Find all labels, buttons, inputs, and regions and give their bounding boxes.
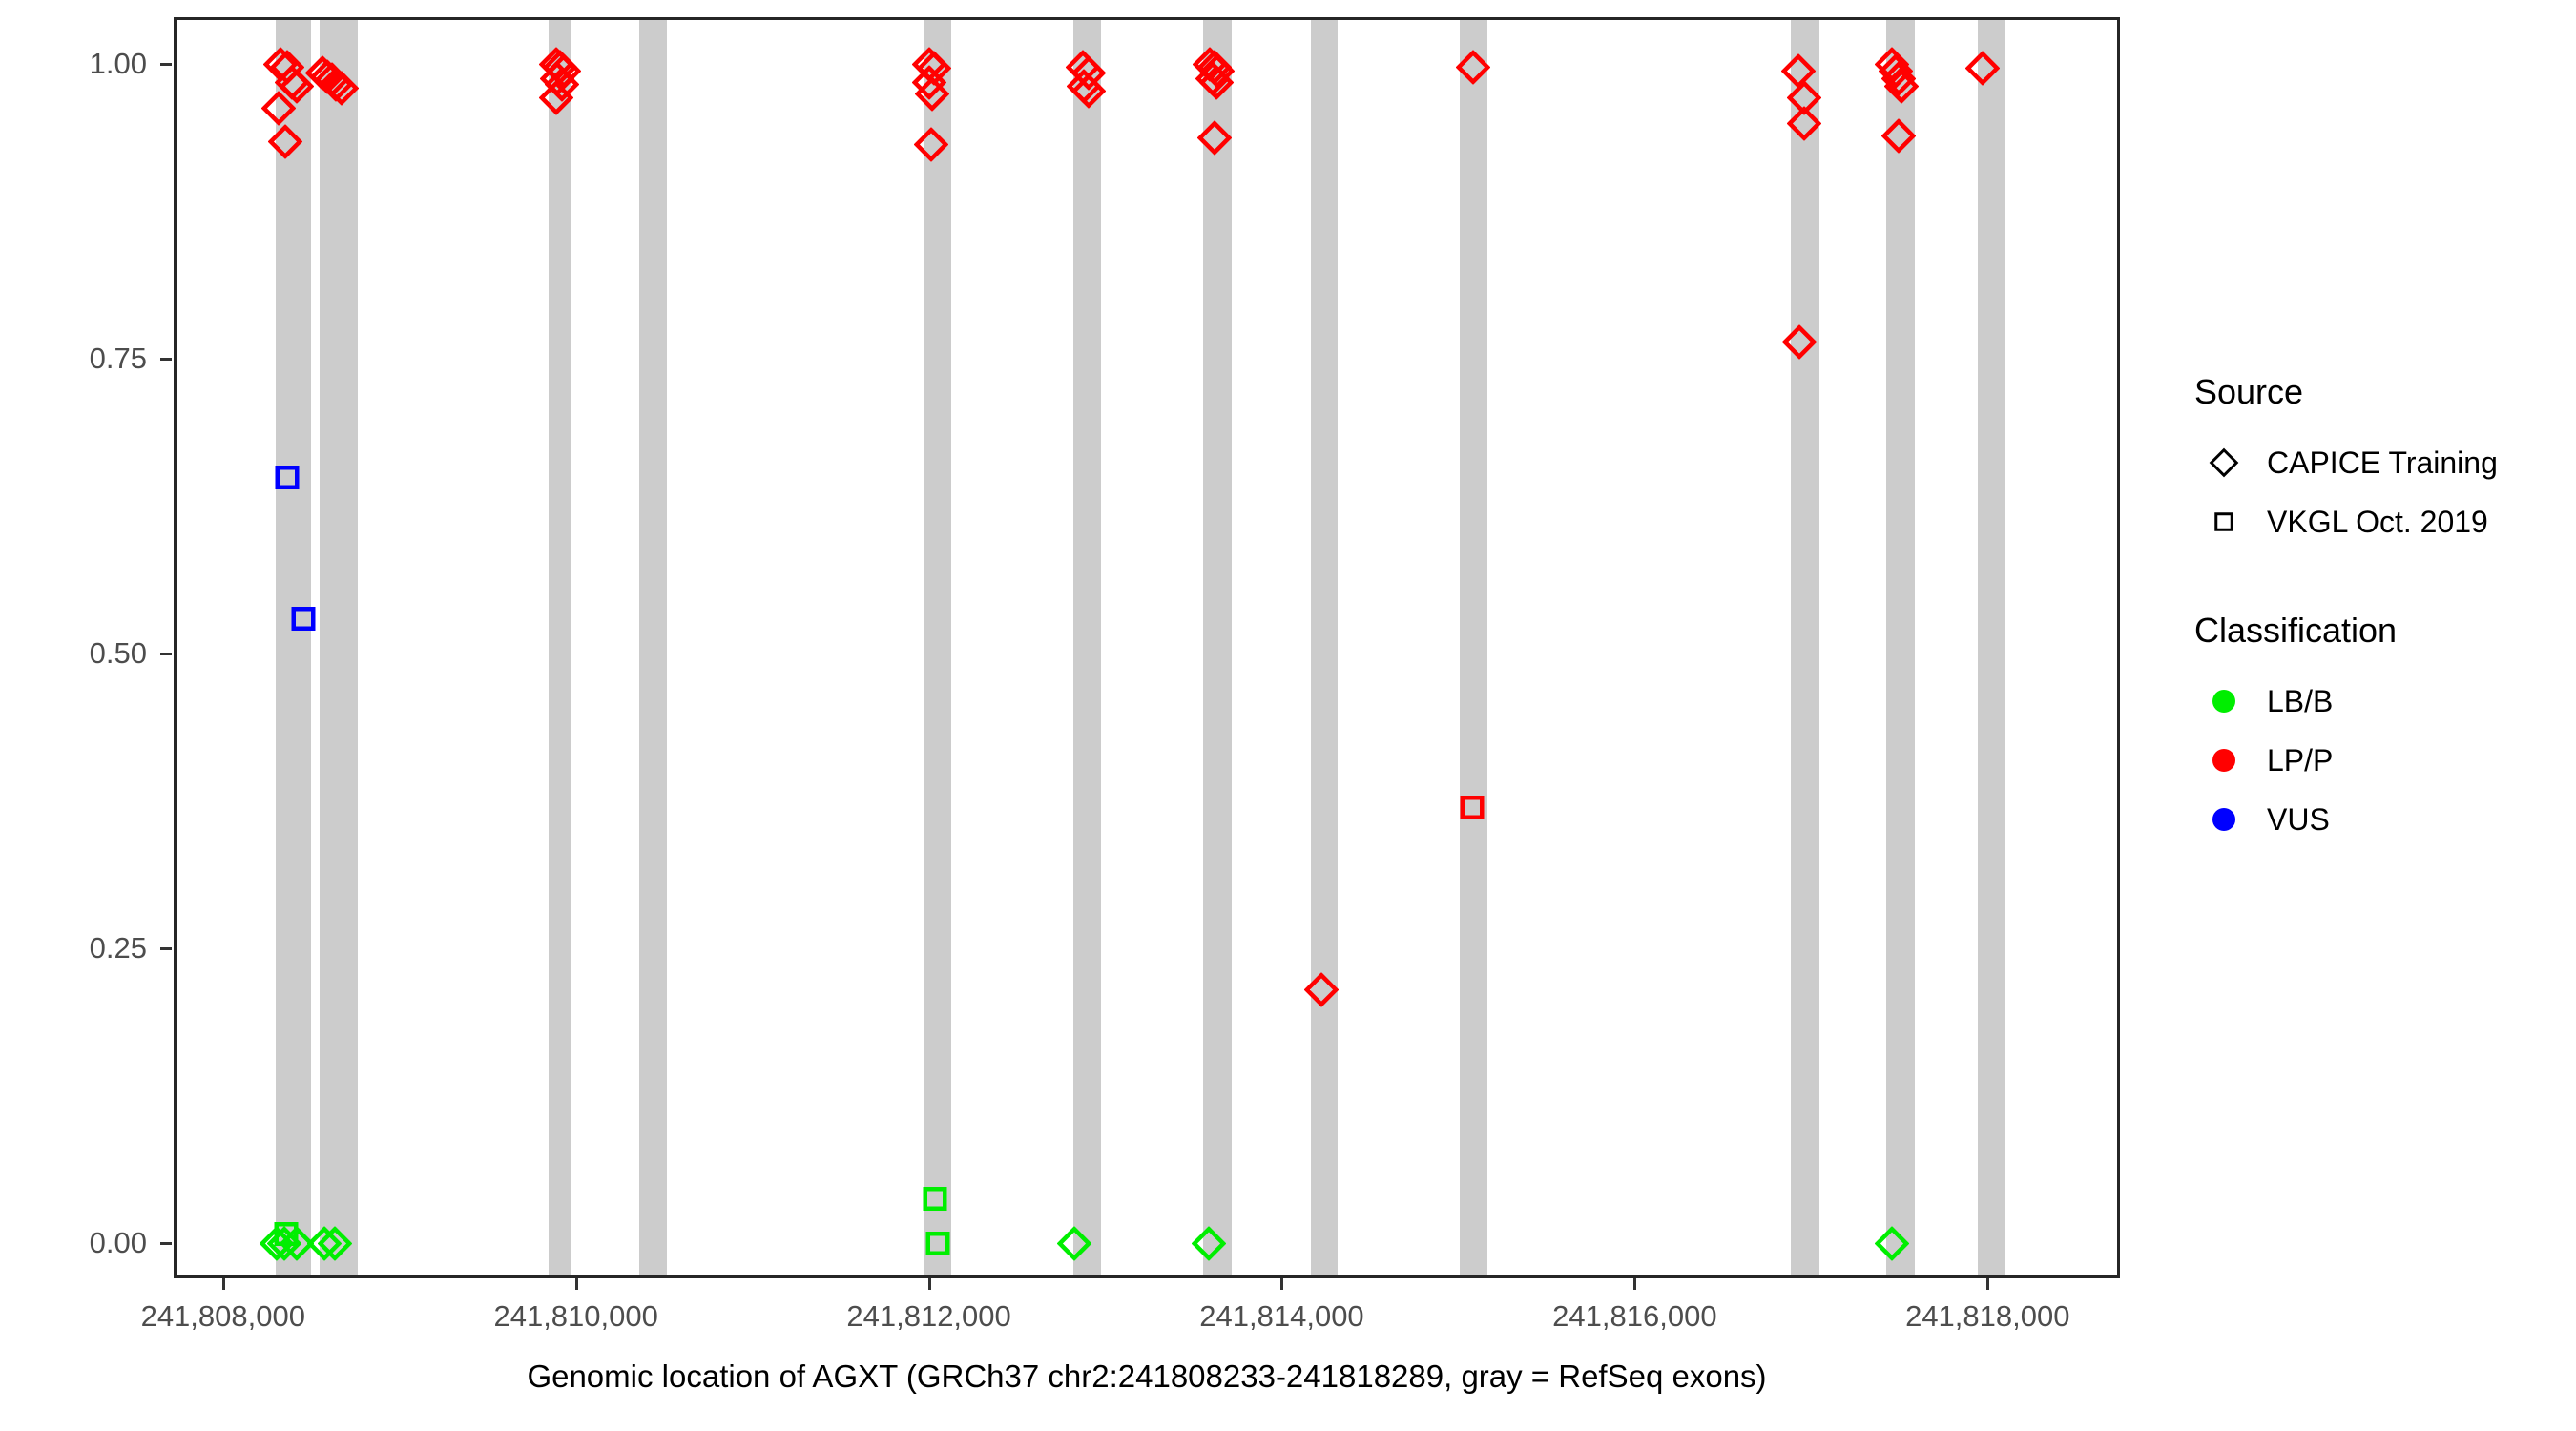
exon-bar [1886,20,1915,1275]
exon-bar [1459,20,1488,1275]
legend-item-label: LP/P [2267,742,2334,778]
legend-block: Source CAPICE Training VKGL Oct. 2019 [2194,372,2566,551]
x-tick-label: 241,818,000 [1905,1299,2070,1333]
data-point-square [289,605,318,638]
data-point-diamond [1303,972,1340,1012]
data-point-diamond [913,127,949,167]
y-tick-label: 0.75 [89,342,147,376]
legend-item[interactable]: VUS [2194,790,2566,849]
data-point-diamond [1880,61,1917,101]
data-point-diamond [323,71,360,111]
plot-panel [174,17,2120,1278]
legend-item-label: CAPICE Training [2267,445,2498,480]
exon-bar [638,20,668,1275]
x-tick-label: 241,810,000 [493,1299,658,1333]
data-point-diamond [1070,55,1107,95]
legend-item[interactable]: LB/B [2194,672,2566,731]
exon-bar [319,20,359,1275]
x-axis-title: Genomic location of AGXT (GRCh37 chr2:24… [527,1358,1767,1394]
data-point-diamond [267,123,303,163]
data-point-diamond [1964,51,2001,91]
legend-diamond-icon [2194,447,2254,478]
data-point-diamond [544,67,580,107]
exon-bar [1072,20,1102,1275]
x-tick-label: 241,808,000 [140,1299,305,1333]
data-point-diamond [1780,52,1817,93]
legend-title: Classification [2194,611,2398,650]
data-point-diamond [1786,80,1822,120]
x-tick-mark [574,1278,578,1290]
data-point-diamond [1056,1225,1092,1265]
data-point-square [272,1220,301,1254]
data-point-diamond [1198,65,1235,104]
data-point-diamond [1874,1225,1910,1265]
x-tick-mark [927,1278,931,1290]
data-point-diamond [1878,52,1914,93]
data-point-square [924,1229,952,1262]
legend-block: Classification LB/B LP/P VUS [2194,611,2566,849]
legend: Source CAPICE Training VKGL Oct. 2019 Class… [2194,372,2566,908]
exon-bar [1203,20,1232,1275]
legend-item-label: VUS [2267,801,2330,837]
y-tick-label: 0.50 [89,636,147,671]
data-point-square [273,463,301,496]
data-point-diamond [1883,68,1920,108]
exon-bar [924,20,951,1275]
data-point-diamond [1786,106,1822,146]
x-tick-label: 241,816,000 [1552,1299,1717,1333]
data-point-diamond [1781,323,1818,363]
exon-bar [549,20,572,1275]
data-point-diamond [1191,1225,1227,1265]
y-tick-mark [160,1241,172,1245]
y-tick-label: 1.00 [89,47,147,81]
data-point-diamond [260,91,297,131]
x-tick-mark [1280,1278,1284,1290]
data-point-diamond [914,76,950,116]
data-point-diamond [1880,117,1917,157]
legend-circle-icon [2194,687,2254,716]
data-point-diamond [318,1225,353,1265]
legend-circle-icon [2194,805,2254,834]
x-tick-label: 241,814,000 [1199,1299,1364,1333]
y-tick-mark [160,653,172,656]
y-tick-mark [160,63,172,67]
data-point-diamond [538,80,574,120]
data-point-diamond [279,68,315,108]
data-point-diamond [279,1225,315,1265]
exon-bar [275,20,311,1275]
legend-circle-icon [2194,746,2254,775]
y-tick-mark [160,947,172,951]
legend-square-icon [2194,509,2254,534]
data-point-square [1458,793,1486,826]
y-tick-label: 0.00 [89,1225,147,1259]
x-tick-label: 241,812,000 [846,1299,1011,1333]
data-point-diamond [1070,73,1107,113]
y-tick-label: 0.25 [89,931,147,965]
legend-item[interactable]: LP/P [2194,731,2566,790]
data-point-diamond [1196,120,1233,160]
data-point-diamond [1455,49,1491,89]
legend-item[interactable]: VKGL Oct. 2019 [2194,492,2566,551]
x-tick-mark [1633,1278,1637,1290]
exon-bar [1791,20,1819,1275]
x-tick-mark [221,1278,225,1290]
exon-bar [1311,20,1338,1275]
legend-item[interactable]: CAPICE Training [2194,433,2566,492]
legend-item-label: LB/B [2267,683,2334,718]
data-point-diamond [306,1225,343,1265]
data-point-diamond [911,65,947,104]
legend-item-label: VKGL Oct. 2019 [2267,504,2488,539]
legend-title: Source [2194,372,2304,411]
data-point-square [921,1184,949,1217]
y-tick-mark [160,358,172,362]
exon-bar [1978,20,2005,1275]
x-tick-mark [1986,1278,1990,1290]
